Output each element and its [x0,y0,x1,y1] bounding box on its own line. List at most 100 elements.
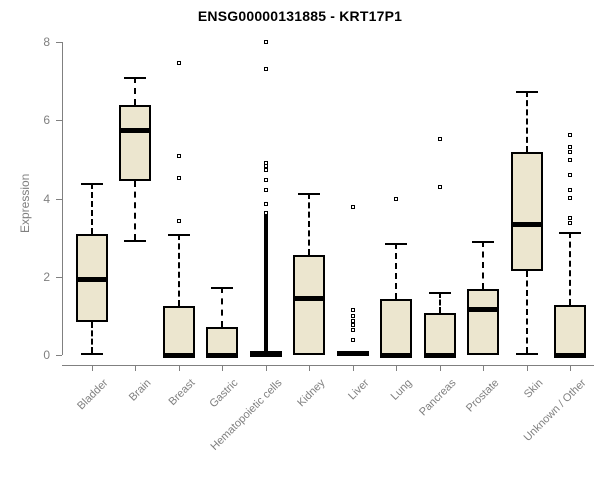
median-line [206,353,239,358]
chart-title: ENSG00000131885 - KRT17P1 [197,8,403,24]
median-line [249,351,282,357]
x-axis-tick-label: Hematopoietic cells [208,377,285,453]
whisker-upper [221,286,224,327]
y-axis-tick [56,198,62,200]
outlier-point [568,157,573,162]
box[interactable] [554,304,587,355]
box[interactable] [423,313,456,355]
outlier-point [176,154,181,159]
outlier-point [263,177,268,182]
whisker-upper [395,243,398,300]
whisker-cap-upper [515,90,538,93]
median-line [467,306,500,312]
y-axis-tick [56,355,62,356]
median-line [293,295,326,301]
x-axis-tick [91,365,93,371]
box[interactable] [380,299,413,355]
x-axis-tick [178,365,180,371]
whisker-cap-upper [80,182,103,185]
x-axis-tick-label: Liver [345,377,372,403]
whisker-upper [308,192,311,256]
x-axis-tick-label: Lung [388,377,415,403]
x-axis-tick-label: Brain [127,377,154,404]
outlier-point [176,219,181,224]
outlier-point [263,67,268,72]
whisker-cap-upper [167,233,190,236]
whisker-cap-lower [515,353,538,356]
y-axis-tick [56,120,62,122]
outlier-point [263,202,268,207]
whisker-upper [90,182,93,234]
whisker-upper [177,233,180,307]
whisker-upper [482,240,485,290]
outlier-point [350,318,355,323]
outlier-point [263,164,268,169]
outlier-point [263,168,268,173]
outlier-point [568,195,573,200]
x-axis-tick [309,365,311,371]
whisker-upper [134,77,137,105]
median-line [119,128,152,134]
x-axis-tick [526,365,528,371]
outlier-point [568,173,573,178]
outlier-point [437,184,442,189]
whisker-upper [525,90,528,153]
outlier-point [350,327,355,332]
y-axis-tick [56,42,62,43]
median-line [162,353,195,358]
x-axis-tick [396,365,398,371]
box[interactable] [162,306,195,355]
whisker-cap-lower [80,353,103,356]
outlier-point [176,176,181,181]
whisker-cap-upper [559,231,582,234]
x-axis-tick [265,365,267,371]
x-axis-line [62,365,594,366]
outlier-point [350,308,355,312]
median-line [554,353,587,358]
x-axis-tick-label: Kidney [295,377,328,410]
median-line [510,221,543,227]
x-axis-tick [439,365,441,371]
y-axis-tick-label: 2 [43,269,50,284]
outlier-point [176,60,181,65]
outlier-point [350,338,355,343]
x-axis-tick [352,365,354,371]
whisker-upper [569,231,572,305]
x-axis-tick-label: Unknown / Other [521,377,589,444]
outlier-point [263,40,268,44]
outlier-point [568,149,573,154]
x-axis-tick [483,365,485,371]
box[interactable] [119,104,152,181]
box[interactable] [467,289,500,355]
y-axis-tick-label: 4 [43,191,50,206]
outlier-point [394,196,399,201]
x-axis-tick [135,365,137,371]
y-axis-tick-label: 8 [43,35,50,49]
median-line [380,353,413,358]
outlier-point [568,220,573,225]
outlier-point [263,187,268,192]
whisker-cap-upper [385,243,408,246]
box[interactable] [293,255,326,355]
x-axis-tick [222,365,224,371]
x-axis-tick-label: Gastric [207,377,241,411]
y-axis-tick-label: 6 [43,113,50,128]
whisker-upper [438,291,441,314]
outlier-point [350,205,355,210]
whisker-cap-upper [428,291,451,294]
outlier-point [437,137,442,142]
whisker-cap-upper [211,286,234,289]
outlier-point [263,160,268,165]
x-axis-tick-label: Prostate [464,377,502,415]
median-line [423,353,456,358]
whisker-cap-upper [298,192,321,195]
median-line [336,351,369,356]
box[interactable] [206,326,239,355]
whisker-lower [134,180,137,240]
whisker-lower [90,321,93,354]
whisker-cap-lower [124,239,147,242]
whisker-cap-upper [124,77,147,80]
median-line [75,276,108,282]
box[interactable] [510,152,543,271]
